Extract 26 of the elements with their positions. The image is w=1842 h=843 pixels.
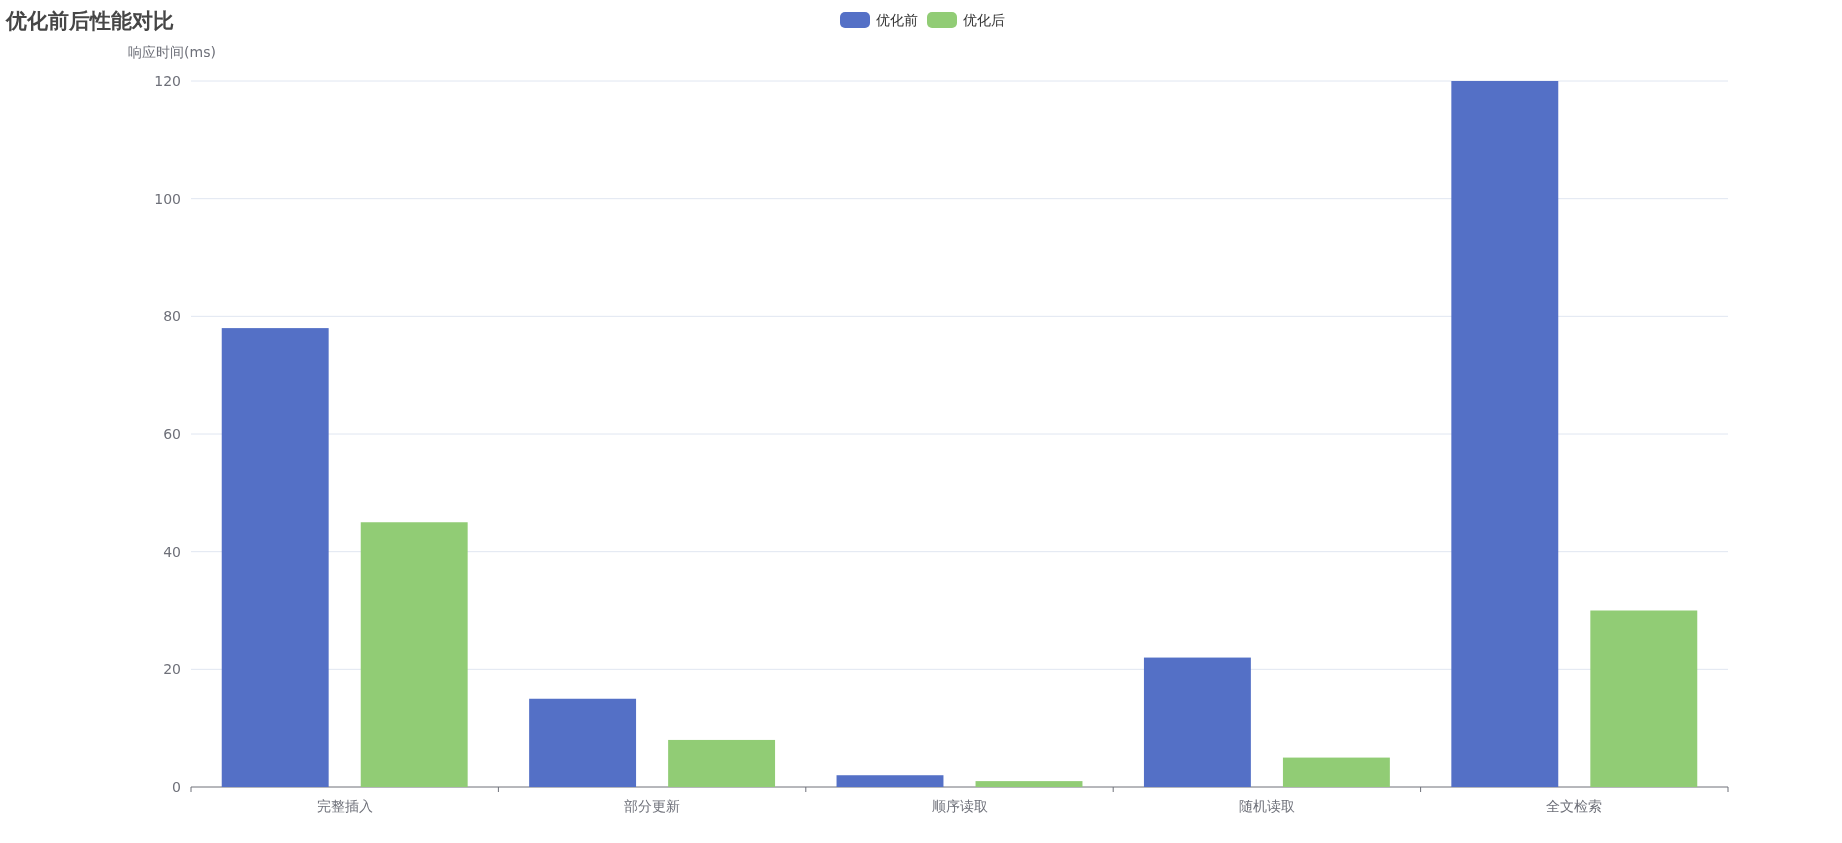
legend-label: 优化前	[876, 12, 918, 28]
bar	[975, 781, 1083, 787]
y-tick-label: 0	[172, 779, 181, 795]
y-tick-label: 60	[163, 426, 181, 442]
y-tick-label: 20	[163, 661, 181, 678]
x-tick-label: 顺序读取	[931, 798, 988, 814]
y-tick-label: 120	[154, 73, 181, 89]
bar	[1143, 657, 1251, 787]
bar	[360, 522, 468, 787]
y-tick-label: 100	[154, 190, 181, 207]
x-tick-label: 随机读取	[1238, 798, 1295, 814]
x-tick-label: 全文检索	[1546, 798, 1603, 814]
chart-title: 优化前后性能对比	[5, 9, 174, 33]
legend-label: 优化后	[963, 12, 1005, 28]
bar	[836, 775, 944, 787]
x-tick-label: 部分更新	[624, 798, 681, 814]
bar	[529, 698, 637, 787]
bar	[221, 328, 329, 787]
bar	[1451, 81, 1559, 787]
y-axis-title: 响应时间(ms)	[128, 44, 216, 60]
bar	[1282, 757, 1390, 787]
x-tick-label: 完整插入	[316, 798, 373, 814]
y-tick-label: 80	[163, 308, 181, 325]
y-tick-label: 40	[163, 543, 181, 560]
bar	[1590, 610, 1698, 787]
bar	[668, 739, 776, 787]
